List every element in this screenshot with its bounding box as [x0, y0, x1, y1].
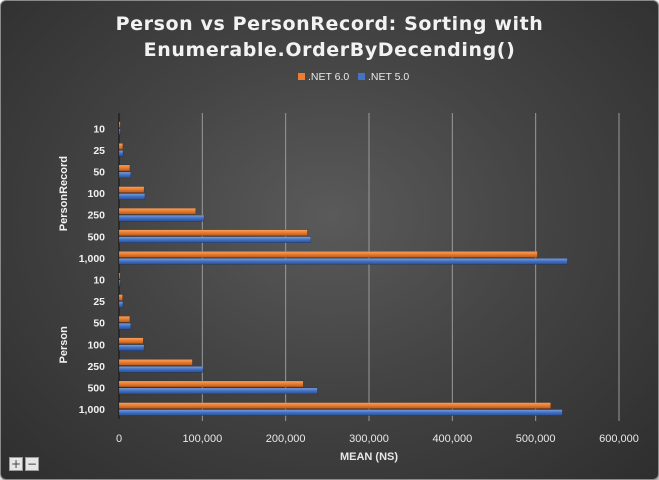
bar-person-net6	[118, 316, 131, 323]
bar-person-net6	[118, 380, 304, 388]
x-tick-label: 300,000	[349, 433, 389, 445]
category-label: 25	[93, 296, 105, 308]
bar-person-net5	[118, 301, 124, 308]
chart-title: Person vs PersonRecord: Sorting with Enu…	[1, 11, 658, 63]
bar-personrecord-net5	[118, 128, 121, 136]
category-label: 500	[87, 383, 105, 395]
category-label: 500	[87, 231, 105, 243]
bar-personrecord-net6	[118, 143, 123, 150]
bar-personrecord-net6	[118, 186, 145, 193]
bar-personrecord-net5	[118, 236, 311, 244]
bar-person-net5	[118, 344, 145, 351]
bar-person-net6	[118, 359, 193, 366]
bar-person-net6	[118, 337, 144, 344]
legend: .NET 6.0 .NET 5.0	[298, 71, 409, 83]
bar-personrecord-net5	[118, 171, 131, 179]
gridlines	[118, 113, 620, 421]
bar-person-net5	[118, 387, 318, 395]
legend-swatch	[358, 73, 365, 80]
category-label: 100	[87, 188, 105, 200]
bar-personrecord-net6	[118, 207, 196, 215]
group-label: Person	[58, 326, 70, 364]
legend-label: .NET 5.0	[368, 71, 409, 83]
bar-personrecord-net6	[118, 121, 121, 129]
x-tick-label: 100,000	[182, 433, 222, 445]
group-label: PersonRecord	[58, 156, 70, 231]
bar-person-net5	[118, 279, 121, 287]
x-axis-title: MEAN (NS)	[340, 451, 398, 463]
category-label: 25	[93, 145, 105, 157]
zoom-in-button[interactable]: +	[9, 457, 23, 471]
bar-person-net5	[118, 366, 204, 373]
bar-personrecord-net6	[118, 229, 308, 237]
bar-person-net5	[118, 323, 131, 330]
axis-labels: 0 100,000 200,000 300,000 400,000 500,000 600,…	[58, 123, 639, 463]
legend-label: .NET 6.0	[308, 71, 349, 83]
category-label: 10	[93, 275, 105, 287]
category-label: 50	[93, 167, 105, 179]
bar-personrecord-net5	[118, 258, 568, 265]
bars	[118, 121, 568, 416]
bar-personrecord-net5	[118, 193, 146, 200]
category-label: 10	[93, 123, 105, 135]
x-tick-label: 400,000	[432, 433, 472, 445]
x-tick-label: 500,000	[516, 433, 556, 445]
legend-swatch	[298, 73, 305, 80]
category-label: 1,000	[79, 253, 105, 265]
x-tick-label: 200,000	[266, 433, 306, 445]
bar-personrecord-net6	[118, 251, 538, 258]
category-label: 100	[87, 339, 105, 351]
chart-title-line-1: Person vs PersonRecord: Sorting with	[115, 13, 544, 35]
x-tick-label: 0	[116, 433, 122, 445]
zoom-controls: + −	[9, 457, 39, 471]
category-label: 1,000	[79, 404, 105, 416]
bar-person-net5	[118, 409, 563, 416]
category-label: 250	[87, 361, 105, 373]
category-label: 50	[93, 318, 105, 330]
bar-person-net6	[118, 402, 551, 409]
bar-person-net6	[118, 294, 123, 301]
zoom-out-button[interactable]: −	[25, 457, 39, 471]
bar-personrecord-net5	[118, 214, 205, 222]
bar-person-net6	[118, 272, 121, 280]
bar-personrecord-net6	[118, 164, 131, 172]
x-tick-label: 600,000	[599, 433, 639, 445]
category-label: 250	[87, 210, 105, 222]
bar-personrecord-net5	[118, 150, 124, 157]
chart-title-line-2: Enumerable.OrderByDecending()	[143, 39, 516, 61]
